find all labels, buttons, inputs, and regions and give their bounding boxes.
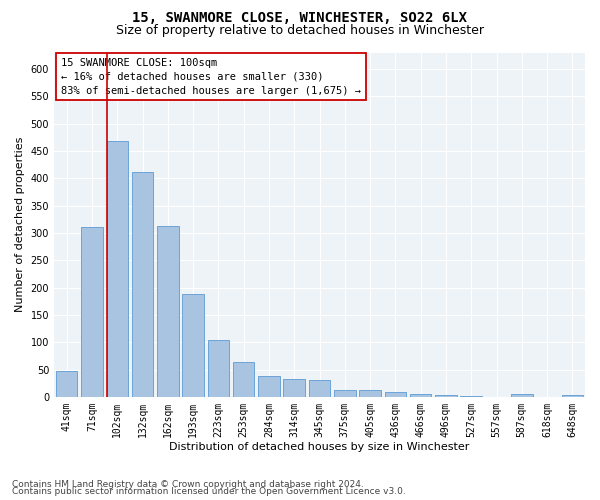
- Text: 15 SWANMORE CLOSE: 100sqm
← 16% of detached houses are smaller (330)
83% of semi: 15 SWANMORE CLOSE: 100sqm ← 16% of detac…: [61, 58, 361, 96]
- Text: Contains public sector information licensed under the Open Government Licence v3: Contains public sector information licen…: [12, 488, 406, 496]
- X-axis label: Distribution of detached houses by size in Winchester: Distribution of detached houses by size …: [169, 442, 470, 452]
- Bar: [107, 141, 128, 397]
- Bar: [359, 390, 381, 397]
- Bar: [182, 294, 204, 397]
- Bar: [81, 228, 103, 397]
- Bar: [233, 362, 254, 397]
- Bar: [132, 172, 153, 397]
- Text: Contains HM Land Registry data © Crown copyright and database right 2024.: Contains HM Land Registry data © Crown c…: [12, 480, 364, 489]
- Y-axis label: Number of detached properties: Number of detached properties: [15, 137, 25, 312]
- Bar: [460, 396, 482, 397]
- Bar: [435, 394, 457, 397]
- Bar: [410, 394, 431, 397]
- Bar: [562, 394, 583, 397]
- Bar: [208, 340, 229, 397]
- Bar: [283, 380, 305, 397]
- Bar: [385, 392, 406, 397]
- Bar: [56, 371, 77, 397]
- Bar: [309, 380, 330, 397]
- Bar: [334, 390, 356, 397]
- Text: Size of property relative to detached houses in Winchester: Size of property relative to detached ho…: [116, 24, 484, 37]
- Bar: [157, 226, 179, 397]
- Bar: [258, 376, 280, 397]
- Text: 15, SWANMORE CLOSE, WINCHESTER, SO22 6LX: 15, SWANMORE CLOSE, WINCHESTER, SO22 6LX: [133, 12, 467, 26]
- Bar: [511, 394, 533, 397]
